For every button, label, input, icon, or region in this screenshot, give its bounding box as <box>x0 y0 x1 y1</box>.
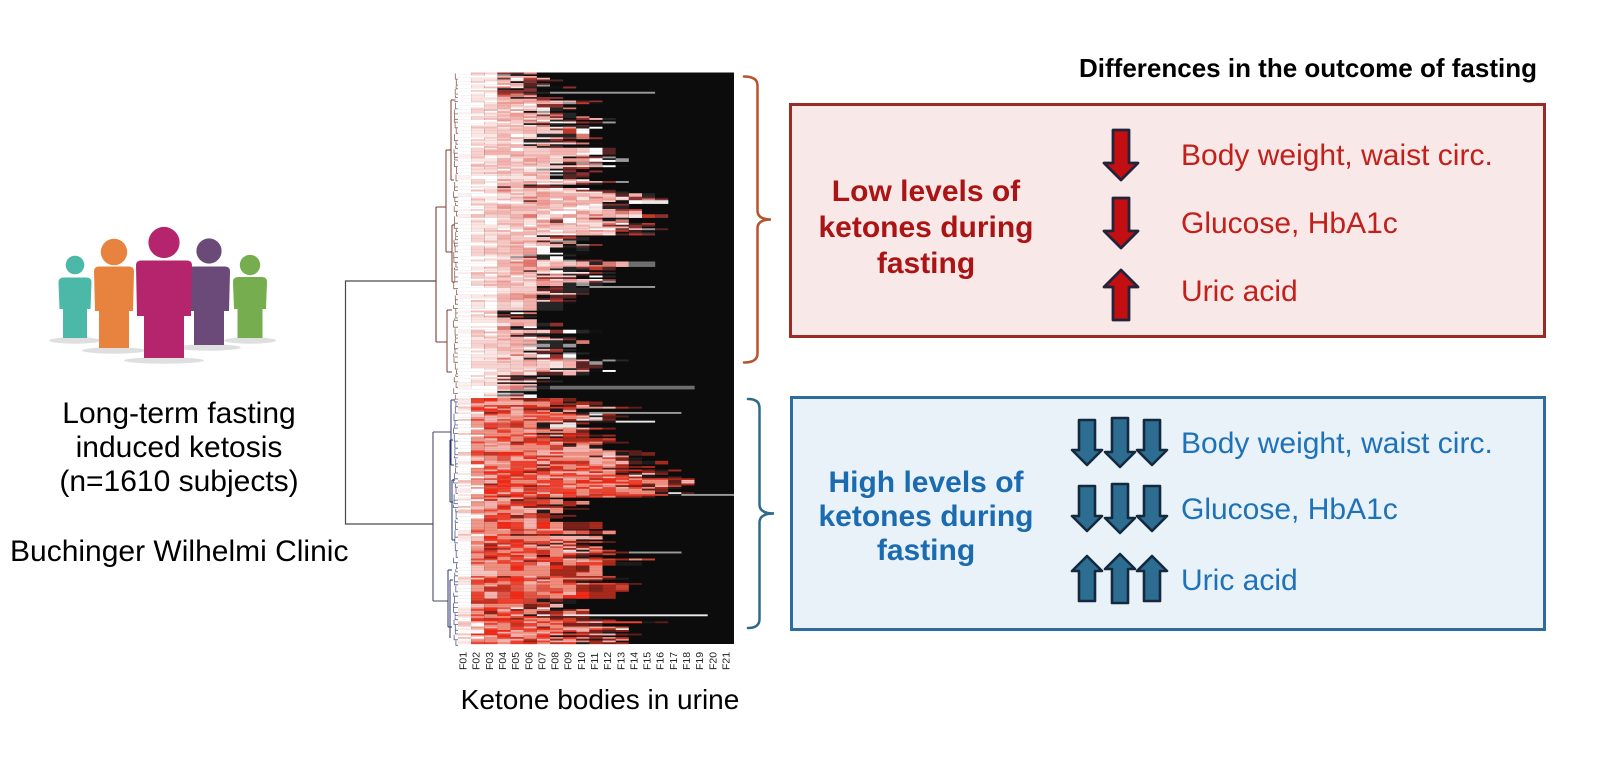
svg-text:F01: F01 <box>458 652 470 670</box>
svg-text:F21: F21 <box>720 652 732 670</box>
svg-text:F14: F14 <box>628 652 640 670</box>
svg-text:F10: F10 <box>576 652 588 670</box>
svg-text:F07: F07 <box>536 652 548 670</box>
svg-text:F17: F17 <box>668 652 680 670</box>
svg-text:F04: F04 <box>497 652 509 670</box>
svg-text:F15: F15 <box>642 652 654 670</box>
svg-text:F11: F11 <box>589 653 601 670</box>
svg-text:F06: F06 <box>523 652 535 670</box>
svg-text:F12: F12 <box>602 652 614 670</box>
svg-text:F13: F13 <box>615 652 627 670</box>
svg-text:F16: F16 <box>655 652 667 670</box>
svg-text:F18: F18 <box>681 652 693 670</box>
svg-text:F19: F19 <box>694 652 706 670</box>
svg-text:F05: F05 <box>510 652 522 670</box>
svg-text:F03: F03 <box>484 652 496 670</box>
svg-text:F09: F09 <box>563 652 575 670</box>
svg-text:F02: F02 <box>471 652 483 670</box>
svg-text:F20: F20 <box>707 652 719 670</box>
svg-text:F08: F08 <box>550 652 562 670</box>
